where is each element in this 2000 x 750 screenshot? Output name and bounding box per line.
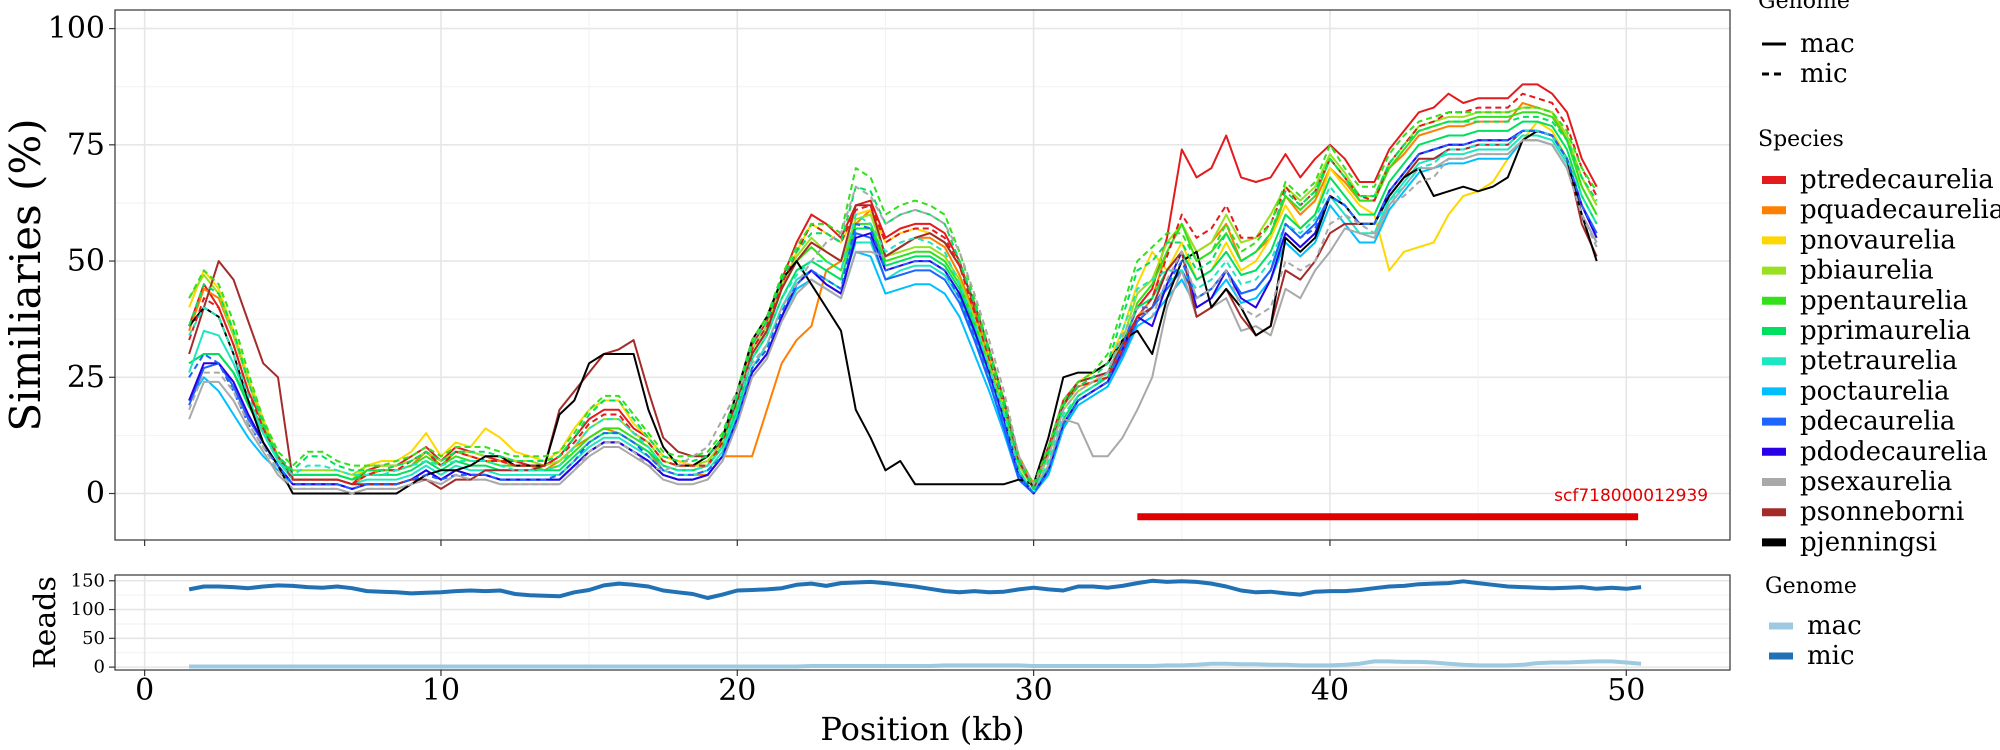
legend-reads-title: Genome bbox=[1765, 574, 1857, 599]
legend-label-pdecaurelia: pdecaurelia bbox=[1800, 407, 1955, 437]
y-tick-label: 50 bbox=[67, 244, 105, 279]
legend-label-reads-mic: mic bbox=[1807, 641, 1855, 671]
y-tick-label: 25 bbox=[67, 360, 105, 395]
similarity-panel: 0 25 50 75 100 Similiaries (%) scf718000012939 bbox=[1, 9, 1731, 546]
series-line-ptetraurelia-mic bbox=[188, 129, 1598, 495]
series-line-mac bbox=[189, 659, 1642, 669]
legend-label-genome-mac: mac bbox=[1800, 29, 1855, 59]
legend-label-pprimaurelia: pprimaurelia bbox=[1800, 316, 1971, 346]
y-tick-label: 100 bbox=[71, 599, 105, 620]
legend-label-pnovaurelia: pnovaurelia bbox=[1800, 225, 1956, 255]
series-line-ppentaurelia bbox=[188, 111, 1598, 495]
x-tick-label: 30 bbox=[1015, 673, 1053, 708]
series-line-pnovaurelia bbox=[188, 120, 1598, 490]
x-tick-label: 0 bbox=[135, 673, 154, 708]
legend-label-genome-mic: mic bbox=[1800, 59, 1848, 89]
series-line-ppentaurelia-mic bbox=[188, 106, 1598, 486]
legend-label-psonneborni: psonneborni bbox=[1800, 497, 1964, 527]
y-axis-title: Similiaries (%) bbox=[1, 118, 50, 431]
legend-label-pjenningsi: pjenningsi bbox=[1800, 527, 1937, 557]
y-axis-title: Reads bbox=[28, 576, 63, 669]
y-tick-label: 50 bbox=[82, 628, 105, 649]
panel-border bbox=[114, 574, 1731, 671]
x-tick-label: 40 bbox=[1311, 673, 1349, 708]
series-line-pdecaurelia-mic bbox=[188, 129, 1598, 495]
legend-label-pbiaurelia: pbiaurelia bbox=[1800, 256, 1934, 286]
x-tick-label: 20 bbox=[718, 673, 756, 708]
y-tick-label: 150 bbox=[71, 570, 105, 591]
legend-genome-title: Genome bbox=[1758, 0, 1850, 14]
legend-label-ptredecaurelia: ptredecaurelia bbox=[1800, 165, 1994, 195]
y-tick-label: 75 bbox=[67, 127, 105, 162]
series-line-pprimaurelia-mic bbox=[188, 115, 1598, 490]
legend-label-pdodecaurelia: pdodecaurelia bbox=[1800, 437, 1988, 467]
legend-label-ptetraurelia: ptetraurelia bbox=[1800, 346, 1958, 376]
legend-species-title: Species bbox=[1758, 127, 1844, 152]
x-tick-label: 10 bbox=[422, 673, 460, 708]
legend-label-poctaurelia: poctaurelia bbox=[1800, 376, 1950, 406]
reads-panel: 0 50 100 150 0 10 20 30 40 50 Reads Position (kb) bbox=[28, 570, 1731, 748]
legend-label-pquadecaurelia: pquadecaurelia bbox=[1800, 195, 2000, 225]
legend-label-ppentaurelia: ppentaurelia bbox=[1800, 286, 1968, 316]
x-tick-label: 50 bbox=[1607, 673, 1645, 708]
plot-background bbox=[115, 10, 1730, 540]
series-line-mic bbox=[188, 578, 1642, 600]
x-axis-title: Position (kb) bbox=[820, 710, 1024, 748]
y-tick-label: 0 bbox=[94, 657, 105, 678]
y-tick-label: 100 bbox=[48, 11, 105, 46]
y-tick-label: 0 bbox=[86, 476, 105, 511]
legend-label-reads-mac: mac bbox=[1807, 611, 1862, 641]
legend-label-psexaurelia: psexaurelia bbox=[1800, 467, 1952, 497]
panel-border bbox=[114, 9, 1731, 541]
scaffold-label: scf718000012939 bbox=[1554, 486, 1708, 506]
